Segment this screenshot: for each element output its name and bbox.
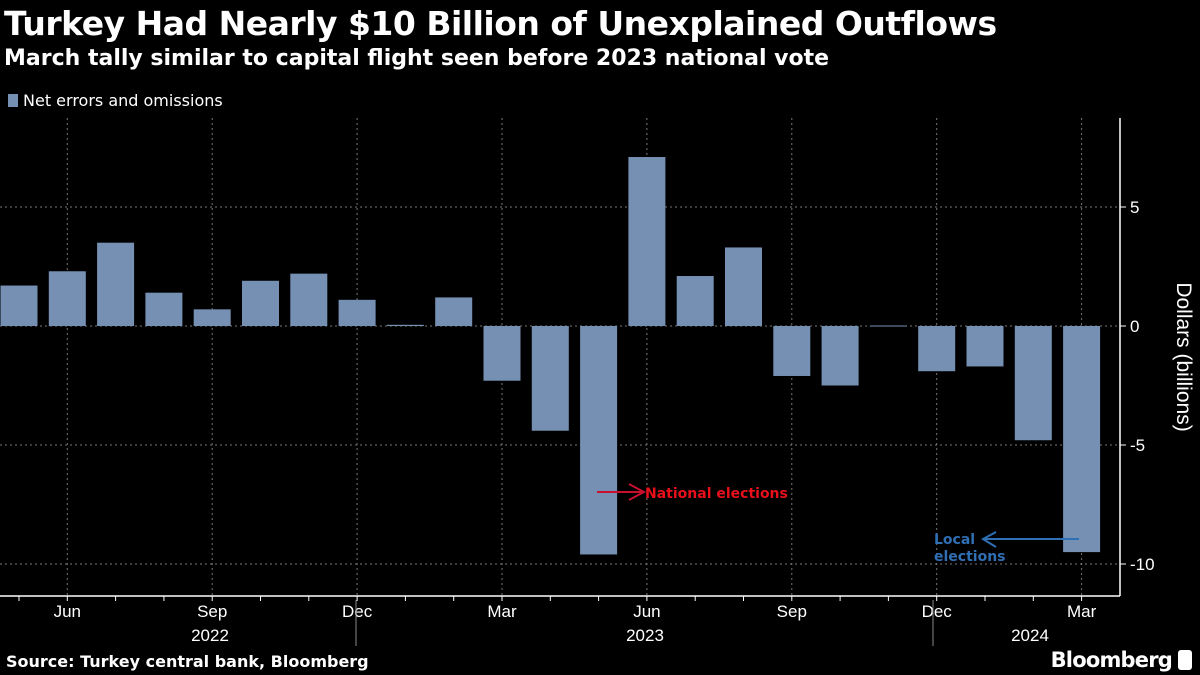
- chart-subtitle: March tally similar to capital flight se…: [4, 46, 830, 71]
- y-axis-label: Dollars (billions): [1172, 282, 1195, 431]
- bar-2022-05: [0, 285, 38, 326]
- bar-2022-08: [145, 292, 183, 326]
- x-tick-label: Jun: [633, 602, 660, 621]
- national-elections-label: National elections: [645, 486, 788, 502]
- bar-2023-05: [580, 326, 618, 555]
- year-label: 2024: [1011, 626, 1049, 645]
- bar-2022-09: [193, 309, 231, 326]
- x-tick-label: Dec: [342, 602, 373, 621]
- year-label: 2023: [626, 626, 664, 645]
- logo-text: Bloomberg: [1050, 648, 1173, 672]
- bar-2024-02: [1014, 326, 1052, 441]
- y-tick-label: -10: [1130, 555, 1155, 574]
- bar-2023-02: [435, 297, 473, 326]
- bar-2022-10: [242, 280, 279, 326]
- bar-2023-10: [821, 326, 859, 386]
- bloomberg-logo: Bloomberg: [1051, 648, 1192, 672]
- bar-2023-08: [725, 247, 762, 326]
- bar-2023-01: [386, 324, 424, 326]
- bar-2024-01: [966, 326, 1004, 367]
- bar-2022-06: [48, 271, 86, 326]
- x-tick-label: Mar: [487, 602, 517, 621]
- y-tick-label: 5: [1130, 198, 1139, 217]
- bar-2022-07: [97, 242, 135, 326]
- x-tick-label: Dec: [922, 602, 953, 621]
- bar-2023-12: [918, 326, 956, 372]
- y-tick-label: 0: [1130, 317, 1139, 336]
- bar-2022-12: [338, 299, 376, 326]
- bar-2023-07: [676, 276, 714, 326]
- bar-2023-03: [483, 326, 521, 381]
- arrowhead-icon: [628, 483, 647, 501]
- year-label: 2022: [191, 626, 229, 645]
- bar-2023-09: [773, 326, 811, 376]
- x-tick-label: Sep: [197, 602, 227, 621]
- source-note: Source: Turkey central bank, Bloomberg: [6, 652, 369, 671]
- chart-title: Turkey Had Nearly $10 Billion of Unexpla…: [4, 4, 997, 43]
- legend: Net errors and omissions: [8, 91, 223, 110]
- local-elections-label-line2: elections: [934, 549, 1006, 565]
- bloomberg-mark-icon: [1178, 650, 1192, 670]
- arrowhead-icon: [980, 531, 997, 548]
- bar-2023-06: [628, 157, 666, 326]
- x-tick-label: Sep: [777, 602, 807, 621]
- legend-label: Net errors and omissions: [23, 91, 223, 110]
- bar-2023-11: [869, 325, 907, 327]
- bar-2024-03: [1063, 326, 1101, 553]
- y-tick-label: -5: [1130, 436, 1145, 455]
- legend-swatch: [8, 94, 18, 107]
- bar-2023-04: [531, 326, 569, 431]
- x-tick-label: Jun: [54, 602, 81, 621]
- bar-2022-11: [290, 273, 328, 326]
- x-tick-label: Mar: [1067, 602, 1097, 621]
- local-elections-label-line1: Local: [934, 532, 975, 548]
